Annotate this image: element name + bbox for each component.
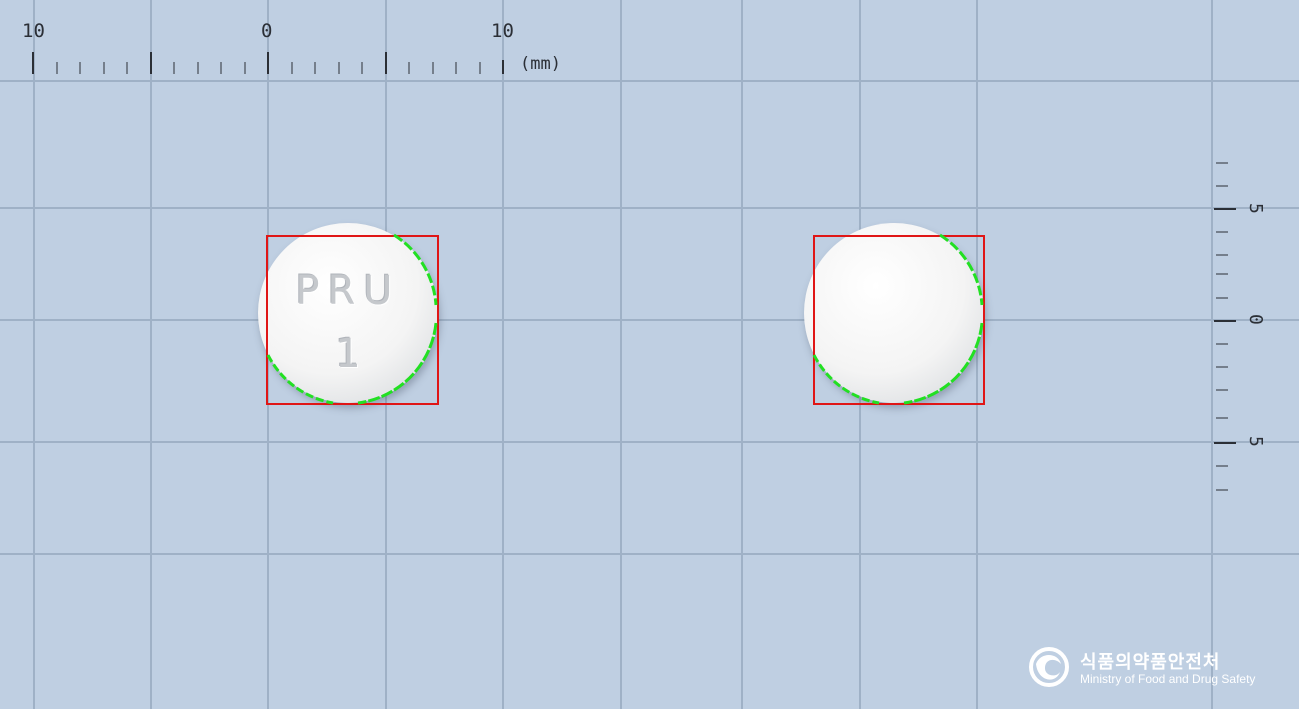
ruler-unit: (mm): [520, 54, 561, 74]
detection-box: [813, 235, 985, 405]
detection-box: [266, 235, 439, 405]
ruler-label: 10: [491, 20, 514, 42]
grid-line: [0, 80, 1299, 82]
grid-line: [0, 441, 1299, 443]
grid-line: [502, 0, 504, 709]
pill-imprint-line2: 1: [335, 331, 361, 377]
top-ruler: [32, 52, 504, 74]
grid-line: [150, 0, 152, 709]
ruler-label: 10: [22, 20, 45, 42]
ministry-logo: 식품의약품안전처 Ministry of Food and Drug Safet…: [1028, 646, 1278, 696]
ruler-label: 5: [1245, 436, 1266, 447]
grid-line: [0, 553, 1299, 555]
grid-line: [0, 207, 1299, 209]
pill-front: PRU 1: [258, 223, 438, 403]
grid-line: [976, 0, 978, 709]
pill-imprint-line1: PRU: [295, 268, 401, 314]
side-ruler: [1214, 162, 1236, 491]
grid-line: [741, 0, 743, 709]
ruler-label: 0: [1245, 314, 1266, 325]
grid-line: [0, 319, 1299, 321]
ministry-name-korean: 식품의약품안전처: [1080, 652, 1221, 673]
ruler-label: 0: [261, 20, 273, 42]
grid-line: [33, 0, 35, 709]
ministry-name-english: Ministry of Food and Drug Safety: [1080, 672, 1256, 686]
grid-line: [620, 0, 622, 709]
grid-line: [1211, 0, 1213, 709]
pill-back: [804, 223, 984, 403]
ministry-emblem-icon: [1029, 647, 1069, 687]
ruler-label: 5: [1245, 203, 1266, 214]
edge-contour: [812, 233, 984, 405]
edge-contour: [266, 233, 438, 405]
